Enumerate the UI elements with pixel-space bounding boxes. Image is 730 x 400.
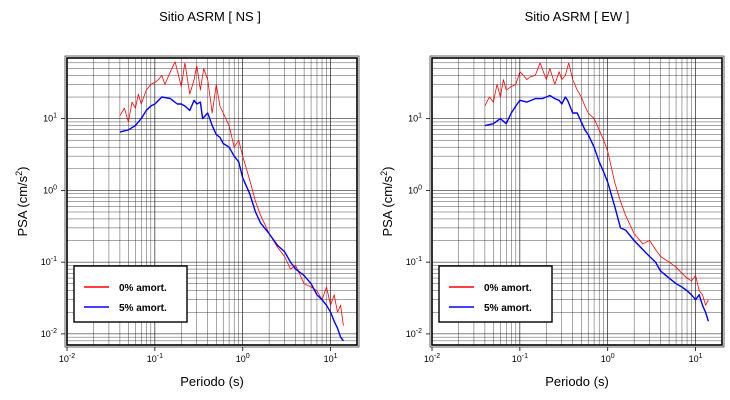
- series-line-amort-5: [484, 94, 710, 322]
- legend-label: 5% amort.: [484, 303, 532, 314]
- x-tick-base: 10: [59, 354, 69, 364]
- x-tick-exponent: 1: [334, 353, 338, 360]
- legend: 0% amort. 5% amort.: [73, 265, 188, 323]
- x-tick-base: 10: [424, 354, 434, 364]
- y-tick-label: 10-1: [41, 256, 57, 267]
- y-tick-base: 10: [43, 114, 53, 124]
- y-tick-exponent: 0: [418, 184, 422, 191]
- x-tick-exponent: -2: [434, 353, 440, 360]
- y-tick-label: 101: [408, 113, 422, 124]
- x-tick-label: 100: [236, 353, 250, 364]
- x-tick-label: 10-1: [512, 353, 528, 364]
- y-tick-label: 101: [43, 113, 57, 124]
- y-tick-label: 10-1: [406, 256, 422, 267]
- axes-frame-outer: [64, 55, 360, 348]
- y-axis-label-main: PSA (cm/s: [15, 175, 30, 236]
- x-tick-base: 10: [512, 354, 522, 364]
- x-tick-label: 10-1: [147, 353, 163, 364]
- x-tick-base: 10: [601, 354, 611, 364]
- axes-frame: [431, 57, 723, 346]
- y-axis-label-close: ): [15, 166, 30, 170]
- axes-frame: [66, 57, 358, 346]
- y-tick-exponent: 0: [53, 184, 57, 191]
- x-tick-label: 101: [689, 353, 703, 364]
- x-tick-label: 101: [324, 353, 338, 364]
- y-tick-label: 100: [43, 184, 57, 195]
- series-line-amort-5: [119, 96, 344, 342]
- y-tick-exponent: -2: [416, 328, 422, 335]
- x-tick-exponent: -1: [157, 353, 163, 360]
- y-axis-label-main: PSA (cm/s: [380, 175, 395, 236]
- y-axis-label: PSA (cm/s2): [379, 166, 395, 236]
- series-line-amort-0: [119, 61, 344, 326]
- y-tick-base: 10: [406, 257, 416, 267]
- axes-frame-outer: [429, 55, 725, 348]
- legend-box: [438, 265, 553, 323]
- y-tick-base: 10: [41, 257, 51, 267]
- y-tick-base: 10: [43, 185, 53, 195]
- legend-label: 5% amort.: [119, 303, 167, 314]
- y-tick-exponent: 1: [53, 113, 57, 120]
- x-tick-label: 10-2: [424, 353, 440, 364]
- legend-label: 0% amort.: [484, 283, 532, 294]
- x-tick-base: 10: [236, 354, 246, 364]
- series-line-amort-0: [484, 62, 709, 306]
- y-tick-exponent: -1: [416, 256, 422, 263]
- y-tick-label: 10-2: [406, 328, 422, 339]
- y-tick-base: 10: [41, 329, 51, 339]
- y-tick-base: 10: [406, 329, 416, 339]
- legend-box: [73, 265, 188, 323]
- grid: [67, 58, 357, 345]
- x-tick-exponent: -1: [522, 353, 528, 360]
- x-tick-exponent: -2: [69, 353, 75, 360]
- y-tick-base: 10: [408, 114, 418, 124]
- x-tick-base: 10: [689, 354, 699, 364]
- x-tick-base: 10: [147, 354, 157, 364]
- chart-title: Sitio ASRM [ EW ]: [525, 9, 630, 24]
- x-tick-exponent: 0: [611, 353, 615, 360]
- y-axis-label: PSA (cm/s2): [14, 166, 30, 236]
- x-tick-label: 100: [601, 353, 615, 364]
- y-tick-exponent: 1: [418, 113, 422, 120]
- x-axis-label: Periodo (s): [180, 374, 244, 389]
- y-axis-label-superscript: 2: [14, 171, 24, 176]
- y-axis-label-superscript: 2: [379, 171, 389, 176]
- x-axis-label: Periodo (s): [545, 374, 609, 389]
- legend-label: 0% amort.: [119, 283, 167, 294]
- y-tick-exponent: -1: [51, 256, 57, 263]
- y-tick-label: 10-2: [41, 328, 57, 339]
- y-tick-base: 10: [408, 185, 418, 195]
- x-tick-exponent: 1: [699, 353, 703, 360]
- x-tick-base: 10: [324, 354, 334, 364]
- chart-title: Sitio ASRM [ NS ]: [159, 9, 261, 24]
- x-tick-label: 10-2: [59, 353, 75, 364]
- y-axis-label-close: ): [380, 166, 395, 170]
- legend: 0% amort. 5% amort.: [438, 265, 553, 323]
- y-tick-label: 100: [408, 184, 422, 195]
- y-tick-exponent: -2: [51, 328, 57, 335]
- x-tick-exponent: 0: [246, 353, 250, 360]
